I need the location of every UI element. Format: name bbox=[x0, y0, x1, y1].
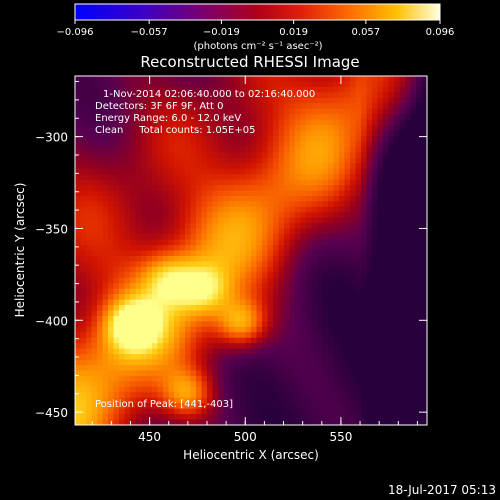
chart-title: Reconstructed RHESSI Image bbox=[140, 53, 359, 71]
colorbar-ticks: −0.096 −0.057 −0.019 0.019 0.057 0.096 bbox=[56, 20, 454, 38]
colorbar bbox=[74, 3, 441, 21]
colorbar-tick-label: 0.019 bbox=[279, 27, 308, 38]
y-tick-label: −300 bbox=[35, 131, 68, 145]
x-tick-label: 500 bbox=[234, 430, 257, 444]
x-tick-label: 550 bbox=[329, 430, 352, 444]
colorbar-tick-label: 0.096 bbox=[426, 27, 455, 38]
date-stamp: 18-Jul-2017 05:13 bbox=[388, 483, 496, 497]
x-axis-label: Heliocentric X (arcsec) bbox=[183, 448, 319, 462]
x-tick-label: 450 bbox=[138, 430, 161, 444]
annotation-peak-position: Position of Peak: [441,-403] bbox=[95, 399, 233, 410]
annotation-energy-range: Energy Range: 6.0 - 12.0 keV bbox=[95, 113, 241, 124]
colorbar-unit-label: (photons cm⁻² s⁻¹ asec⁻²) bbox=[193, 41, 322, 52]
annotation-clean-counts: Clean Total counts: 1.05E+05 bbox=[95, 125, 255, 136]
y-axis-ticks: −300 −350 −400 −450 bbox=[35, 81, 427, 420]
y-tick-label: −400 bbox=[35, 314, 68, 328]
y-axis-label: Heliocentric Y (arcsec) bbox=[13, 183, 27, 318]
heatmap-image bbox=[75, 76, 428, 426]
colorbar-tick-label: 0.057 bbox=[352, 27, 381, 38]
plot-frame bbox=[74, 75, 428, 426]
annotation-detectors: Detectors: 3F 6F 9F, Att 0 bbox=[95, 101, 223, 112]
annotation-time-range: 1-Nov-2014 02:06:40.000 to 02:16:40.000 bbox=[103, 89, 315, 100]
colorbar-tick-label: −0.096 bbox=[56, 27, 93, 38]
y-tick-label: −450 bbox=[35, 406, 68, 420]
x-axis-ticks: 450 500 550 bbox=[91, 76, 418, 444]
colorbar-tick-label: −0.057 bbox=[131, 27, 168, 38]
y-tick-label: −350 bbox=[35, 222, 68, 236]
colorbar-tick-label: −0.019 bbox=[203, 27, 240, 38]
